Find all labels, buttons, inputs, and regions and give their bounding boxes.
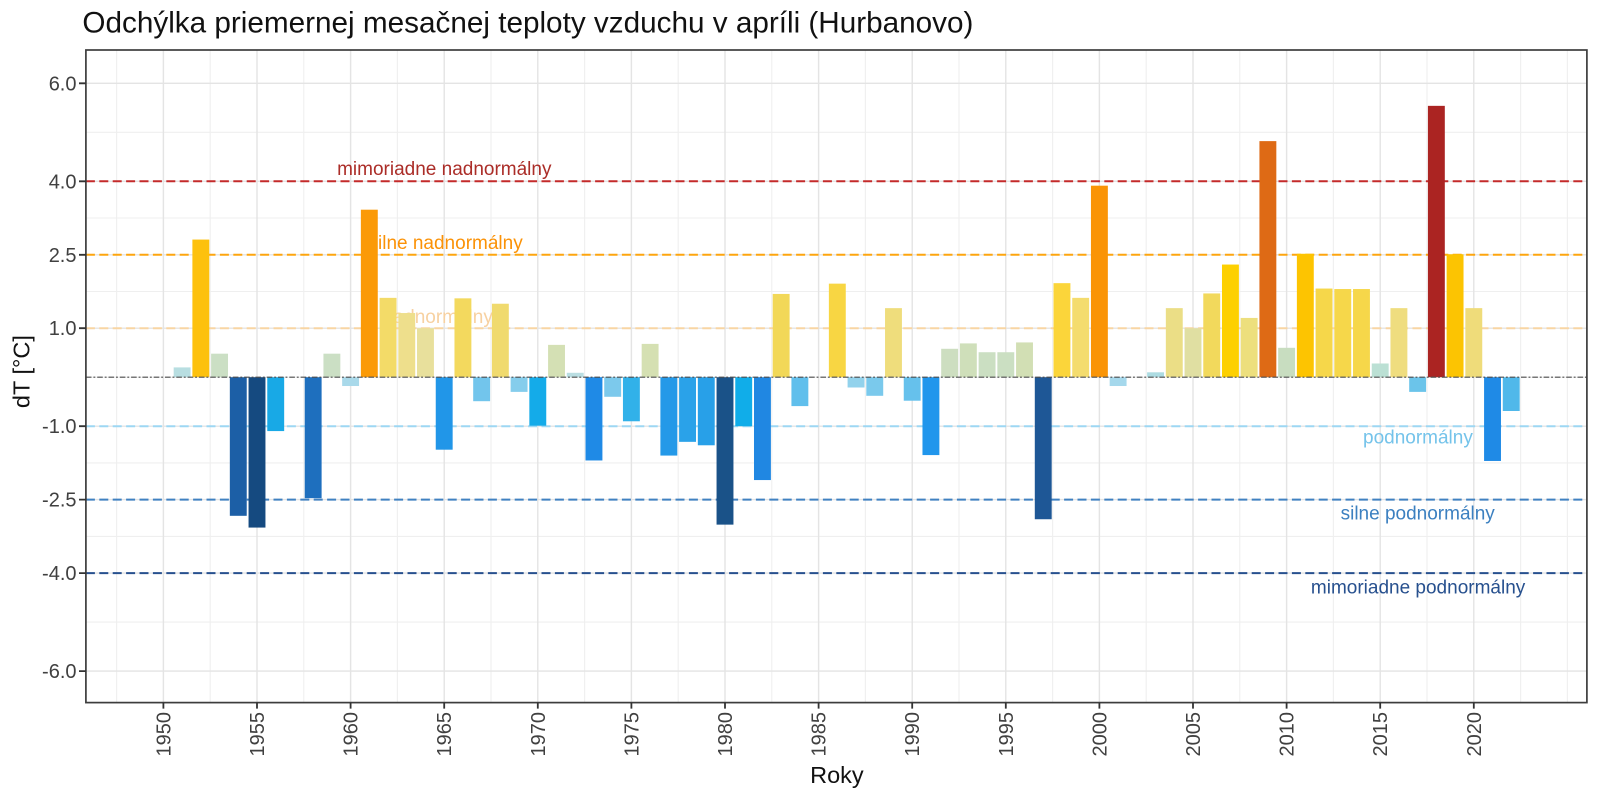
svg-text:dT [°C]: dT [°C] xyxy=(9,335,35,408)
svg-text:1.0: 1.0 xyxy=(49,318,77,340)
svg-text:1970: 1970 xyxy=(528,712,550,757)
svg-text:1985: 1985 xyxy=(809,712,831,757)
svg-text:podnormálny: podnormálny xyxy=(1363,428,1473,449)
svg-text:2015: 2015 xyxy=(1370,712,1392,757)
svg-text:1980: 1980 xyxy=(715,712,737,757)
svg-text:1960: 1960 xyxy=(341,712,363,757)
svg-text:-2.5: -2.5 xyxy=(42,490,76,512)
svg-text:1990: 1990 xyxy=(902,712,924,757)
svg-text:silne nadnormálny: silne nadnormálny xyxy=(369,233,524,254)
svg-text:2010: 2010 xyxy=(1277,712,1299,757)
svg-text:1955: 1955 xyxy=(247,712,269,757)
svg-text:1975: 1975 xyxy=(621,712,643,757)
svg-text:Roky: Roky xyxy=(810,762,864,788)
svg-text:4.0: 4.0 xyxy=(49,171,77,193)
svg-text:1965: 1965 xyxy=(434,712,456,757)
svg-text:6.0: 6.0 xyxy=(49,73,77,95)
svg-text:2.5: 2.5 xyxy=(49,245,77,267)
svg-text:silne podnormálny: silne podnormálny xyxy=(1341,503,1496,524)
svg-text:mimoriadne nadnormálny: mimoriadne nadnormálny xyxy=(337,159,552,180)
svg-text:2005: 2005 xyxy=(1183,712,1205,757)
svg-text:2020: 2020 xyxy=(1464,712,1486,757)
svg-text:-6.0: -6.0 xyxy=(42,661,76,683)
svg-text:1995: 1995 xyxy=(996,712,1018,757)
svg-text:1950: 1950 xyxy=(153,712,175,757)
svg-text:-1.0: -1.0 xyxy=(42,416,76,438)
svg-text:-4.0: -4.0 xyxy=(42,563,76,585)
svg-text:Odchýlka priemernej mesačnej t: Odchýlka priemernej mesačnej teploty vzd… xyxy=(82,7,973,40)
svg-text:2000: 2000 xyxy=(1089,712,1111,757)
svg-text:mimoriadne podnormálny: mimoriadne podnormálny xyxy=(1311,578,1526,599)
